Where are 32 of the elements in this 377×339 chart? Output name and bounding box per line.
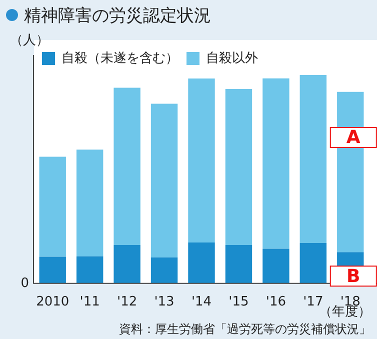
x-tick-label: '12	[116, 294, 138, 310]
bar	[114, 245, 140, 284]
x-tick-label: '14	[191, 294, 212, 310]
bar	[300, 242, 327, 284]
bar	[262, 78, 290, 249]
bar	[76, 256, 104, 284]
text: 0	[20, 276, 29, 291]
annotation: A	[346, 127, 360, 148]
bar	[225, 245, 252, 284]
x-tick-label: 2010	[36, 294, 70, 310]
bar	[150, 104, 178, 258]
x-tick-label: '17	[303, 294, 324, 310]
bar	[300, 75, 327, 243]
legend-label: 自殺（未遂を含む）	[62, 50, 178, 66]
x-tick-label: '11	[80, 294, 100, 310]
bar	[262, 248, 290, 284]
bar	[39, 156, 66, 257]
bar	[76, 150, 104, 256]
annotation: B	[346, 266, 360, 287]
bar	[188, 78, 215, 243]
bar	[150, 257, 178, 284]
bar	[114, 88, 140, 246]
x-tick-label: '15	[228, 294, 249, 310]
x-tick-label: '16	[266, 294, 286, 310]
bar	[225, 88, 252, 246]
bar	[188, 242, 215, 284]
bar	[39, 256, 66, 284]
chart-title: 精神障害の労災認定状況	[24, 4, 211, 26]
x-tick-label: '13	[154, 294, 174, 310]
y-axis-title: （人）	[10, 32, 49, 48]
legend-label: 自殺以外	[206, 50, 258, 66]
text: 資料：厚生労働省「過労死等の労災補償状況」	[119, 322, 371, 336]
